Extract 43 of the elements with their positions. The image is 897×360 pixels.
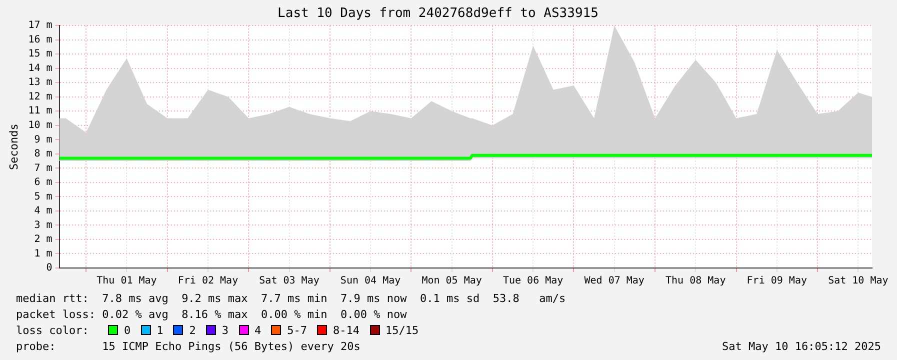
y-tick-label: 17 m: [28, 20, 52, 32]
text: packet loss: 0.02 % avg 8.16 % max 0.00 % min 0.00 % now: [16, 308, 407, 320]
y-tick-label: 16 m: [28, 34, 52, 46]
y-tick-label: 1 m: [34, 248, 52, 260]
y-tick-label: 0: [46, 262, 52, 274]
x-tick-label: Sat 03 May: [259, 276, 320, 287]
y-tick-label: 6 m: [34, 177, 52, 188]
chart-title: Last 10 Days from 2402768d9eff to AS33915: [278, 6, 598, 22]
x-tick-label: Wed 07 May: [584, 276, 644, 287]
x-tick-label: Fri 02 May: [178, 276, 238, 287]
y-tick-label: 10 m: [28, 120, 52, 132]
y-tick-label: 15 m: [28, 48, 52, 60]
text: 2: [189, 324, 196, 336]
text: 0: [124, 324, 131, 336]
y-tick-label: 7 m: [34, 162, 52, 174]
x-tick-label: Thu 01 May: [96, 276, 157, 287]
text: probe: 15 ICMP Echo Pings (56 Bytes) every 20s: [16, 340, 360, 352]
text: 5-7: [287, 324, 307, 336]
x-tick-label: Fri 09 May: [746, 276, 808, 287]
y-tick-label: 11 m: [28, 106, 52, 117]
x-tick-label: Sun 04 May: [340, 276, 401, 287]
x-tick-label: Tue 06 May: [502, 276, 564, 287]
x-tick-label: Mon 05 May: [422, 276, 482, 287]
text: 1: [156, 324, 164, 336]
x-tick-label: Sat 10 May: [828, 276, 888, 287]
y-tick-label: 14 m: [28, 62, 52, 74]
text: loss color:: [16, 324, 90, 336]
y-tick-label: 3 m: [34, 220, 52, 231]
y-tick-label: 13 m: [28, 77, 52, 88]
y-tick-label: 8 m: [34, 148, 52, 160]
text: median rtt: 7.8 ms avg 9.2 ms max 7.7 ms min 7.9 ms now 0.1 ms sd 53.8 am/s: [16, 292, 566, 304]
y-tick-label: 9 m: [34, 134, 52, 146]
text: 4: [254, 324, 262, 336]
y-axis-title: Seconds: [7, 124, 20, 170]
y-tick-label: 4 m: [34, 206, 52, 217]
text: Sat May 10 16:05:12 2025: [722, 340, 881, 352]
y-tick-label: 12 m: [28, 91, 52, 102]
text: 15/15: [386, 324, 419, 336]
y-tick-label: 5 m: [34, 191, 52, 202]
text: 3: [222, 324, 228, 336]
text: 8-14: [333, 324, 360, 336]
y-tick-label: 2 m: [34, 234, 52, 246]
x-tick-label: Thu 08 May: [666, 276, 726, 287]
